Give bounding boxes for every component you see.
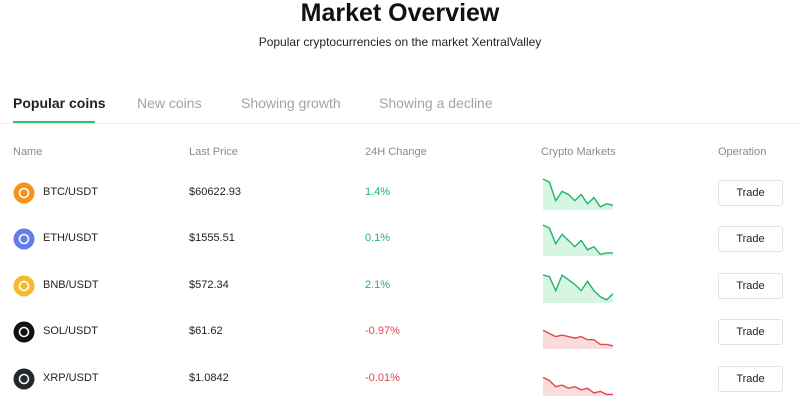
sparkline — [542, 274, 614, 301]
column-header: Crypto Markets — [541, 146, 616, 158]
tab[interactable]: New coins — [137, 95, 202, 111]
trade-button[interactable]: Trade — [718, 273, 783, 299]
coin-icon — [13, 228, 35, 250]
pair-name: BNB/USDT — [43, 279, 99, 291]
sparkline-area — [543, 377, 613, 396]
coin-icon-glyph — [18, 280, 30, 292]
trade-button[interactable]: Trade — [718, 319, 783, 345]
sparkline-area — [543, 225, 613, 256]
sparkline-area — [543, 330, 613, 349]
page-subtitle: Popular cryptocurrencies on the market X… — [258, 35, 542, 49]
active-tab-indicator — [13, 121, 95, 123]
tab[interactable]: Popular coins — [13, 95, 106, 111]
tab[interactable]: Showing growth — [241, 95, 341, 111]
coin-icon-glyph — [18, 326, 30, 338]
column-header: Last Price — [189, 146, 238, 158]
column-header: Name — [13, 146, 43, 158]
pair-name: SOL/USDT — [43, 325, 99, 337]
sparkline-area — [543, 275, 613, 303]
coin-icon — [13, 275, 35, 297]
coin-icon — [13, 182, 35, 204]
change: 2.1% — [365, 279, 391, 291]
coin-icon-glyph — [18, 233, 30, 245]
coin-icon — [13, 368, 35, 390]
change: 1.4% — [365, 186, 391, 198]
sparkline-area — [543, 179, 613, 210]
pair-name: ETH/USDT — [43, 232, 98, 244]
trade-button[interactable]: Trade — [718, 226, 783, 252]
change: -0.97% — [365, 325, 400, 337]
sparkline — [542, 178, 614, 208]
page-title: Market Overview — [300, 0, 500, 27]
column-header: 24H Change — [365, 146, 427, 158]
sparkline — [542, 329, 614, 347]
trade-button[interactable]: Trade — [718, 366, 783, 392]
last-price: $1.0842 — [189, 372, 229, 384]
coin-icon-glyph — [18, 187, 30, 199]
coin-icon — [13, 321, 35, 343]
column-header: Operation — [718, 146, 767, 158]
divider — [0, 123, 800, 124]
pair-name: XRP/USDT — [43, 372, 99, 384]
tab[interactable]: Showing a decline — [379, 95, 493, 111]
last-price: $61.62 — [189, 325, 223, 337]
sparkline — [542, 224, 613, 256]
last-price: $1555.51 — [189, 232, 235, 244]
change: -0.01% — [365, 372, 400, 384]
change: 0.1% — [365, 232, 391, 244]
sparkline — [542, 376, 613, 396]
last-price: $60622.93 — [189, 186, 241, 198]
coin-icon-glyph — [18, 373, 30, 385]
last-price: $572.34 — [189, 279, 229, 291]
trade-button[interactable]: Trade — [718, 180, 783, 206]
pair-name: BTC/USDT — [43, 186, 98, 198]
